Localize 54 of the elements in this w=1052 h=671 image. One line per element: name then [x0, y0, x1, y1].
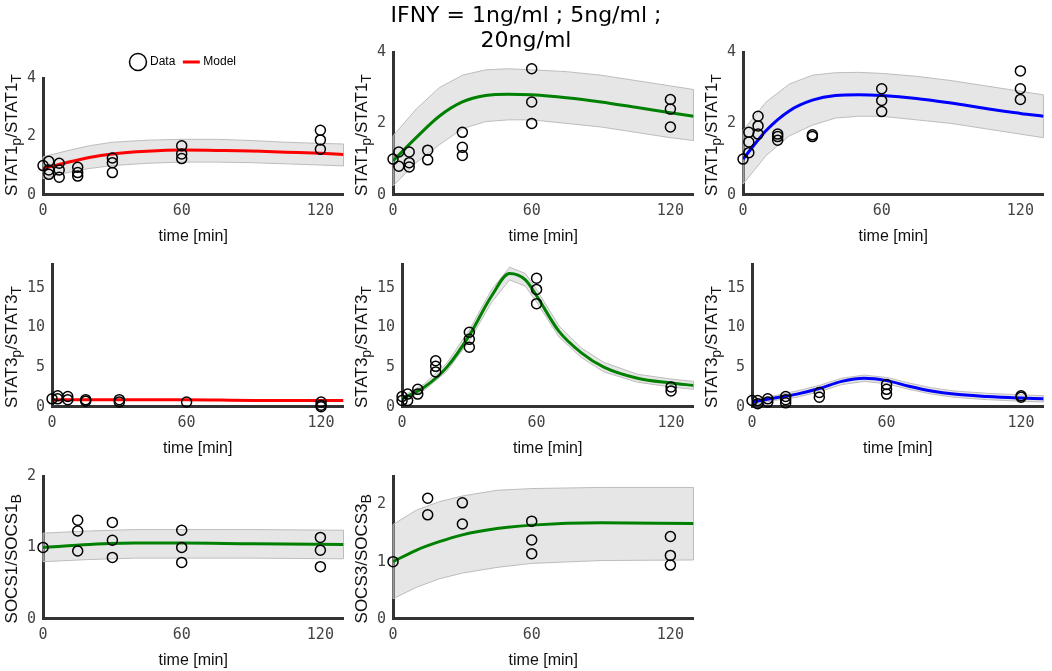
x-tick-label: 120: [656, 200, 684, 219]
y-tick-label: 2: [27, 465, 37, 484]
x-axis-title: time [min]: [513, 438, 583, 456]
y-tick-label: 4: [727, 41, 737, 60]
y-tick-label: 5: [36, 357, 46, 376]
y-tick-label: 0: [377, 608, 387, 627]
x-tick-label: 60: [172, 624, 191, 643]
x-tick-label: 60: [527, 412, 546, 431]
y-tick-label: 1: [377, 551, 387, 570]
y-tick-label: 4: [27, 67, 37, 86]
y-tick-label: 2: [377, 494, 387, 513]
y-tick-label: 0: [736, 396, 746, 415]
x-tick-label: 60: [522, 624, 541, 643]
x-axis-title: time [min]: [163, 438, 233, 456]
y-tick-label: 1: [27, 537, 37, 556]
x-axis-title: time [min]: [508, 226, 578, 244]
x-tick-label: 120: [1007, 412, 1035, 431]
legend-label: Model: [203, 54, 237, 69]
y-tick-label: 0: [36, 396, 46, 415]
y-tick-label: 5: [736, 357, 746, 376]
x-tick-label: 120: [307, 412, 335, 431]
x-tick-label: 60: [877, 412, 896, 431]
y-tick-label: 15: [727, 277, 746, 296]
y-tick-label: 15: [377, 277, 396, 296]
y-tick-label: 2: [27, 126, 37, 145]
y-tick-label: 2: [727, 113, 737, 132]
legend-label: Data: [149, 54, 176, 69]
x-axis-title: time [min]: [158, 226, 228, 244]
x-tick-label: 60: [172, 200, 191, 219]
x-tick-label: 60: [522, 200, 541, 219]
y-tick-label: 0: [27, 608, 37, 627]
y-tick-label: 10: [27, 317, 46, 336]
x-tick-label: 60: [177, 412, 196, 431]
y-tick-label: 15: [27, 277, 46, 296]
x-axis-title: time [min]: [863, 438, 933, 456]
x-tick-label: 60: [872, 200, 891, 219]
y-tick-label: 4: [377, 41, 387, 60]
y-tick-label: 0: [27, 184, 37, 203]
y-tick-label: 0: [377, 184, 387, 203]
x-tick-label: 120: [306, 200, 334, 219]
y-tick-label: 10: [727, 317, 746, 336]
y-tick-label: 0: [386, 396, 396, 415]
x-axis-title: time [min]: [858, 226, 928, 244]
x-tick-label: 120: [656, 624, 684, 643]
x-tick-label: 120: [306, 624, 334, 643]
y-tick-label: 5: [386, 357, 396, 376]
x-tick-label: 120: [657, 412, 685, 431]
x-axis-title: time [min]: [508, 650, 578, 668]
x-tick-label: 120: [1006, 200, 1034, 219]
x-axis-title: time [min]: [158, 650, 228, 668]
y-tick-label: 2: [377, 113, 387, 132]
text: IFNY = 1ng/ml ; 5ng/ml ; 20ng/ml: [390, 2, 662, 52]
y-tick-label: 0: [727, 184, 737, 203]
y-tick-label: 10: [377, 317, 396, 336]
